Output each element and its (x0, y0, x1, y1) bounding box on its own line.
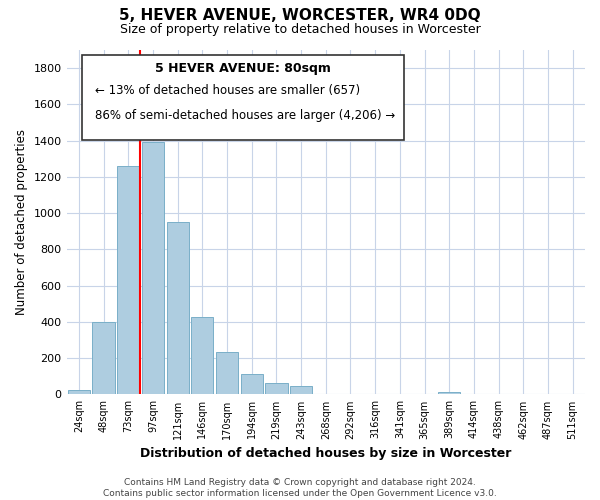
Bar (68, 390, 90, 394)
Y-axis label: Number of detached properties: Number of detached properties (15, 129, 28, 315)
Text: ← 13% of detached houses are smaller (657): ← 13% of detached houses are smaller (65… (95, 84, 360, 98)
Bar (167, 222, 189, 394)
Text: 5 HEVER AVENUE: 80sqm: 5 HEVER AVENUE: 80sqm (155, 62, 331, 75)
Text: Contains HM Land Registry data © Crown copyright and database right 2024.
Contai: Contains HM Land Registry data © Crown c… (103, 478, 497, 498)
Bar (191, 318, 214, 394)
Bar (265, 382, 287, 394)
Text: 5, HEVER AVENUE, WORCESTER, WR4 0DQ: 5, HEVER AVENUE, WORCESTER, WR4 0DQ (119, 8, 481, 22)
Bar (241, 374, 263, 394)
Text: Size of property relative to detached houses in Worcester: Size of property relative to detached ho… (119, 22, 481, 36)
Bar (142, 142, 164, 394)
Bar (92, 322, 115, 394)
Bar (438, 392, 460, 394)
X-axis label: Distribution of detached houses by size in Worcester: Distribution of detached houses by size … (140, 447, 511, 460)
FancyBboxPatch shape (82, 55, 404, 140)
Bar (290, 386, 312, 394)
Bar (117, 166, 139, 394)
Bar (216, 352, 238, 395)
Text: 86% of semi-detached houses are larger (4,206) →: 86% of semi-detached houses are larger (… (95, 108, 395, 122)
